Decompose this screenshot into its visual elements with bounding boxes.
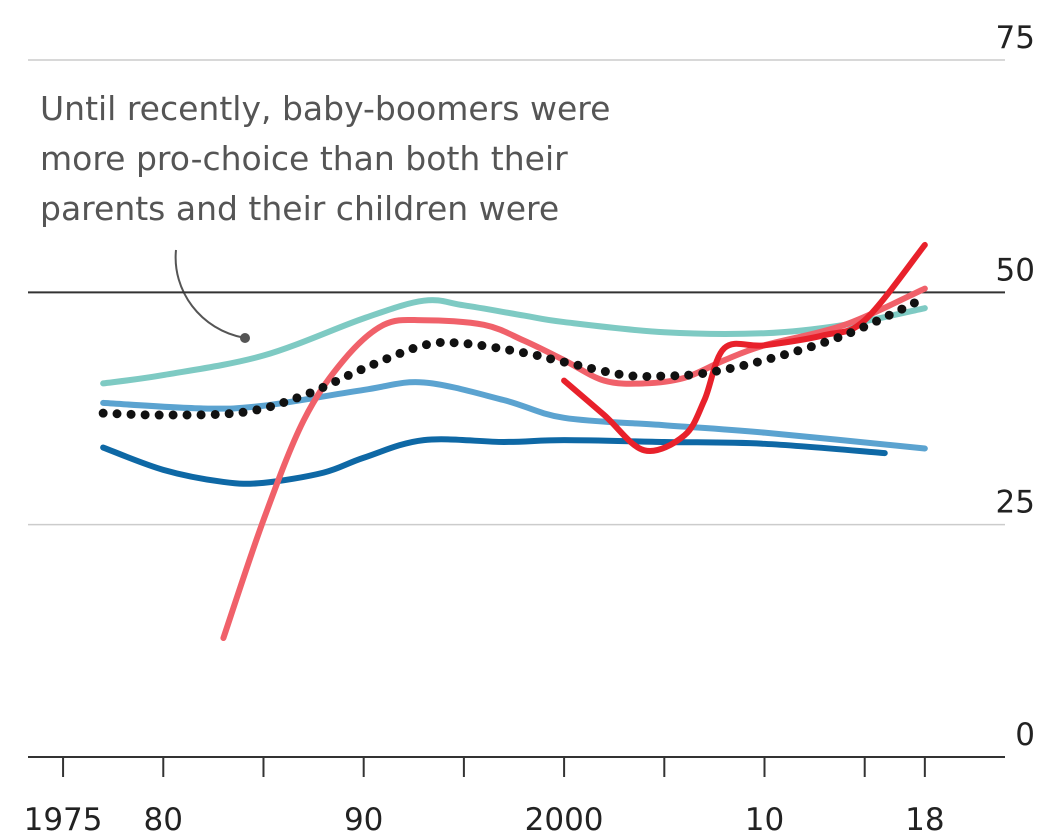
x-tick-label: 18 [905, 802, 944, 836]
annotation: more pro-choice than both their [40, 139, 568, 178]
x-tick-label: 2000 [525, 802, 604, 836]
y-tick-label: 25 [996, 485, 1035, 521]
x-tick-label: 80 [144, 802, 183, 836]
x-tick-label: 90 [344, 802, 383, 836]
y-tick-label: 0 [1015, 717, 1035, 753]
annotation-dot [240, 333, 250, 343]
x-tick-label: 10 [745, 802, 784, 836]
series-line [98, 293, 930, 420]
annotation-connector [174, 249, 246, 339]
series-line [100, 379, 928, 452]
x-tick-label: 1975 [24, 802, 103, 836]
series-line [100, 297, 928, 387]
annotation: Until recently, baby-boomers were [40, 89, 610, 128]
y-tick-label: 75 [996, 20, 1035, 56]
series-line [100, 436, 888, 487]
series-line [220, 285, 928, 642]
annotation: parents and their children were [40, 189, 559, 228]
y-tick-label: 50 [996, 252, 1035, 288]
